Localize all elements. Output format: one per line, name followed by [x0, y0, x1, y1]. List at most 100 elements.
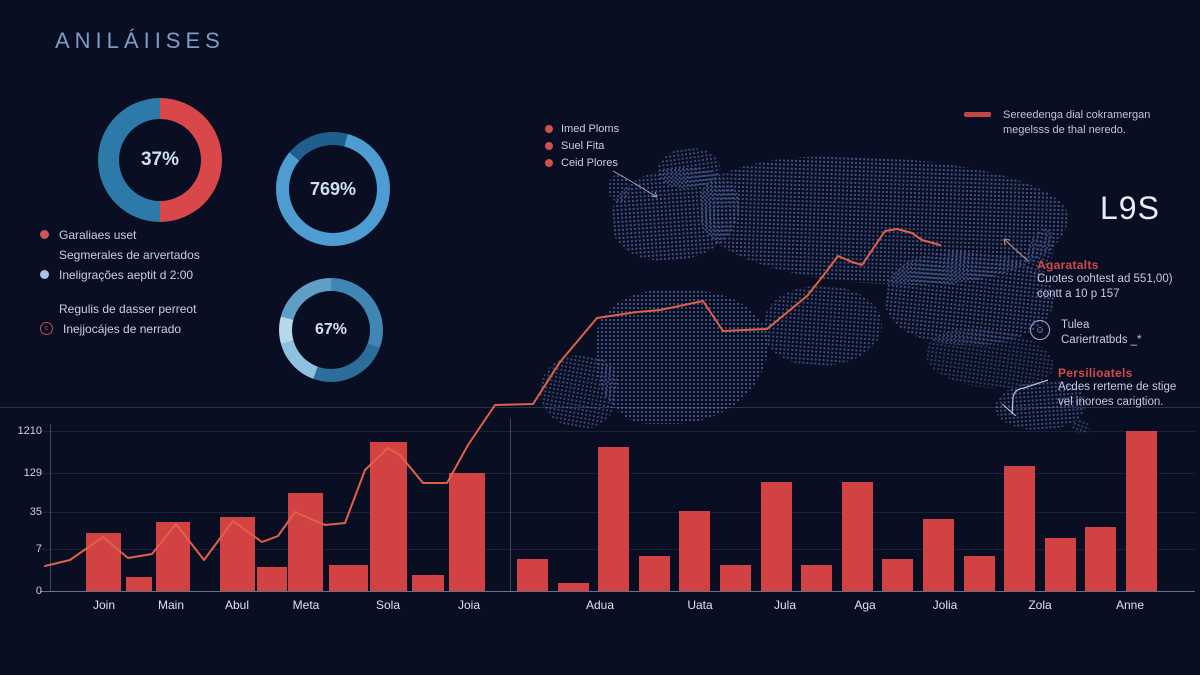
bar[interactable] [801, 565, 832, 591]
legend-item[interactable]: Regulis de dasser perreot [40, 300, 200, 317]
legend-label: Segmerales de arvertados [59, 247, 200, 262]
donut-chart-37[interactable]: 37% [98, 98, 222, 222]
blue-dot-icon [40, 270, 49, 279]
legend-trend-line[interactable]: Sereedenga dial cokramergan megelsss de … [964, 108, 1150, 138]
legend-item[interactable]: Imed Ploms [545, 121, 619, 136]
legend-pointer-arrow [612, 170, 658, 198]
bar[interactable] [639, 556, 670, 591]
legend-label: Inejjocájes de nerrado [63, 321, 182, 336]
step-bracket-icon [1011, 379, 1049, 415]
legend-label: Garaliaes uset [59, 227, 137, 242]
x-axis-tick-label: Jula [773, 598, 797, 612]
chart-top-rule [0, 407, 1200, 408]
bar[interactable] [1085, 527, 1116, 591]
legend-map-series: Imed Ploms Suel Fita Ceid Plores [545, 121, 619, 170]
bar[interactable] [126, 577, 152, 591]
legend-label: Suel Fita [561, 139, 605, 152]
legend-item[interactable]: Suel Fita [545, 138, 619, 153]
annotation-top: Agaratalts Cuotes oohtest ad 551,00) con… [1037, 258, 1197, 302]
x-axis-tick-label: Uata [687, 598, 713, 612]
x-axis-tick-label: Sola [375, 598, 401, 612]
x-axis-tick-label: Abul [224, 598, 250, 612]
arrowhead-icon [650, 191, 658, 198]
donut-hole: 67% [292, 291, 370, 369]
annotation-pointer-arrow [1003, 238, 1029, 262]
bar[interactable] [1126, 431, 1157, 591]
x-axis-tick-label: Meta [292, 598, 320, 612]
bar[interactable] [1045, 538, 1076, 591]
bar[interactable] [86, 533, 121, 591]
y-axis-tick-label: 0 [35, 585, 42, 597]
map-continent-uk [608, 174, 630, 202]
arrowhead-icon [1003, 238, 1011, 246]
x-axis-tick-label: Join [92, 598, 116, 612]
legend-label: Imed Ploms [561, 122, 620, 135]
left-chart-axis [50, 424, 51, 591]
legend-line-text: Sereedenga dial cokramergan [1003, 109, 1151, 121]
legend-label: Ineligrações aeptit d 2:00 [59, 267, 194, 282]
map-code-label: L9S [1100, 190, 1160, 226]
annotation-mid: ☺ Tulea Cariertratbds _* [1030, 318, 1142, 348]
legend-item[interactable]: Garaliaes uset [40, 226, 200, 243]
bar[interactable] [882, 559, 913, 591]
bar[interactable] [558, 583, 589, 591]
annotation-text: Acdes rerteme de stige [1058, 381, 1177, 393]
y-axis-tick-label: 1210 [17, 425, 42, 437]
annotation-text: Tulea [1061, 319, 1090, 331]
bar[interactable] [842, 482, 873, 591]
bar[interactable] [517, 559, 548, 591]
bar[interactable] [1004, 466, 1035, 591]
donut-hole: 769% [289, 145, 377, 233]
x-axis-tick-label: Jolia [932, 598, 958, 612]
chart-divider [510, 418, 511, 591]
x-axis-tick-label: Zola [1028, 598, 1052, 612]
legend-label: Regulis de dasser perreot [59, 301, 197, 316]
x-axis-tick-label: Joia [457, 598, 481, 612]
copyright-circle-icon: c [40, 322, 53, 335]
bar[interactable] [598, 447, 629, 591]
bar[interactable] [288, 493, 323, 591]
trend-line[interactable] [44, 228, 941, 567]
donut-value-label: 67% [314, 321, 348, 338]
clock-smiley-icon: ☺ [1030, 320, 1050, 340]
x-axis-tick-label: Anne [1115, 598, 1145, 612]
x-axis-line [40, 591, 1195, 592]
bar[interactable] [923, 519, 954, 591]
annotation-text: vel inoroes carigtion. [1058, 396, 1164, 408]
line-swatch-icon [964, 112, 991, 117]
bar[interactable] [964, 556, 995, 591]
bar[interactable] [412, 575, 444, 591]
bar[interactable] [370, 442, 407, 591]
annotation-bottom: Persilioatels Acdes rerteme de stige vel… [1058, 366, 1200, 410]
bar[interactable] [679, 511, 710, 591]
bar[interactable] [720, 565, 751, 591]
bar[interactable] [449, 473, 485, 591]
legend-item[interactable]: Ceid Plores [545, 155, 619, 170]
red-dot-icon [545, 158, 553, 167]
page-title: ANILÁIISES [55, 28, 225, 53]
donut-value-label: 769% [309, 178, 357, 199]
y-axis-tick-label: 129 [23, 467, 42, 479]
legend-item[interactable]: Ineligrações aeptit d 2:00 [40, 266, 200, 283]
legend-item[interactable]: c Inejjocájes de nerrado [40, 320, 200, 337]
annotation-title: Agaratalts [1037, 258, 1099, 272]
tick-line [1001, 403, 1017, 417]
donut-hole: 37% [119, 119, 201, 201]
legend-left: Garaliaes uset Segmerales de arvertados … [40, 226, 200, 337]
bar[interactable] [257, 567, 287, 591]
annotation-text: Cariertratbds _* [1061, 334, 1142, 346]
annotation-text: Cuotes oohtest ad 551,00) [1037, 273, 1173, 285]
legend-item[interactable]: Segmerales de arvertados [40, 246, 200, 263]
red-dot-icon [40, 230, 49, 239]
donut-value-label: 37% [140, 149, 180, 170]
legend-label: Ceid Plores [561, 156, 618, 169]
donut-chart-769[interactable]: 769% [276, 132, 390, 246]
bar[interactable] [329, 565, 368, 591]
red-dot-icon [545, 141, 553, 150]
donut-chart-67[interactable]: 67% [279, 278, 383, 382]
legend-line-text: megelsss de thal neredo. [1003, 124, 1126, 136]
bar[interactable] [761, 482, 792, 591]
